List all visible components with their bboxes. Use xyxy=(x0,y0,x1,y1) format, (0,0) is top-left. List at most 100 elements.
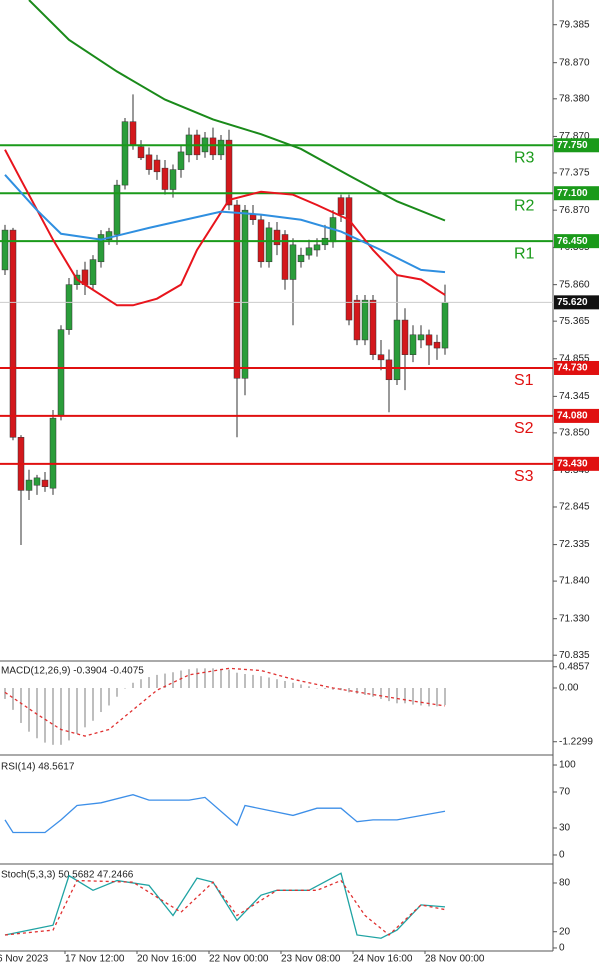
candle-body xyxy=(337,197,345,215)
y-tick-label: 72.335 xyxy=(559,539,590,550)
histogram-bar xyxy=(124,687,126,689)
candle-body xyxy=(169,169,177,190)
histogram-bar xyxy=(4,687,6,699)
histogram-bar xyxy=(292,682,294,688)
histogram-bar xyxy=(444,687,446,706)
histogram-bar xyxy=(164,673,166,688)
x-tick-label: 28 Nov 00:00 xyxy=(425,954,485,965)
y-tick-label: 72.845 xyxy=(559,502,590,513)
indicator-line xyxy=(4,879,446,936)
histogram-bar xyxy=(116,687,118,697)
candle-body xyxy=(425,334,433,346)
y-tick-label: 0.00 xyxy=(559,683,579,694)
histogram-bar xyxy=(284,681,286,688)
indicator-line xyxy=(28,0,446,222)
histogram-bar xyxy=(20,687,22,723)
level-value: 76.450 xyxy=(557,236,588,247)
y-tick-label: 0 xyxy=(559,943,565,954)
candle-body xyxy=(393,319,401,381)
candle-body xyxy=(177,151,185,170)
candle-body xyxy=(353,299,361,341)
histogram-bar xyxy=(84,687,86,728)
level-label: S3 xyxy=(514,468,534,485)
y-tick-label: 78.870 xyxy=(559,57,590,68)
level-value: 73.430 xyxy=(557,458,588,469)
y-tick-label: 75.860 xyxy=(559,279,590,290)
y-tick-label: 77.375 xyxy=(559,168,590,179)
level-label: R2 xyxy=(514,197,535,214)
x-tick-label: 20 Nov 16:00 xyxy=(137,954,197,965)
panel-title: Stoch(5,3,3) 50.5682 47.2466 xyxy=(1,870,134,881)
level-value-box xyxy=(554,234,599,249)
candle-body xyxy=(345,197,353,321)
panel-title: MACD(12,26,9) -0.3904 -0.4075 xyxy=(1,666,144,677)
candle-body xyxy=(97,234,105,263)
level-value-box xyxy=(554,360,599,375)
candle-body xyxy=(153,159,161,173)
histogram-bar xyxy=(108,687,110,706)
histogram-bar xyxy=(396,687,398,704)
candle-body xyxy=(1,229,9,271)
histogram-bar xyxy=(188,669,190,688)
x-tick-label: 23 Nov 08:00 xyxy=(281,954,341,965)
y-tick-label: 73.850 xyxy=(559,428,590,439)
candle-body xyxy=(297,254,305,263)
y-tick-label: 70.835 xyxy=(559,650,590,661)
histogram-bar xyxy=(100,687,102,713)
x-tick-label: 17 Nov 12:00 xyxy=(65,954,125,965)
y-tick-label: 0.4857 xyxy=(559,661,590,672)
level-value-box xyxy=(554,138,599,153)
y-tick-label: 78.380 xyxy=(559,93,590,104)
histogram-bar xyxy=(412,687,414,705)
histogram-bar xyxy=(156,674,158,688)
histogram-bar xyxy=(316,687,318,689)
candle-body xyxy=(25,479,33,491)
histogram-bar xyxy=(52,687,54,745)
histogram-bar xyxy=(236,672,238,688)
histogram-bar xyxy=(260,676,262,688)
candle-body xyxy=(105,231,113,240)
indicator-line xyxy=(4,794,446,834)
histogram-bar xyxy=(420,687,422,706)
candle-body xyxy=(265,227,273,263)
level-value-box xyxy=(554,408,599,423)
panel-title: RSI(14) 48.5617 xyxy=(1,762,75,773)
histogram-bar xyxy=(28,687,30,732)
candle-body xyxy=(41,479,49,487)
histogram-bar xyxy=(220,668,222,688)
histogram-bar xyxy=(356,687,358,694)
histogram-bar xyxy=(252,674,254,688)
histogram-bar xyxy=(348,687,350,693)
y-tick-label: 71.330 xyxy=(559,613,590,624)
candle-body xyxy=(121,121,129,186)
histogram-bar xyxy=(300,684,302,688)
histogram-bar xyxy=(196,668,198,688)
candle-body xyxy=(377,354,385,361)
candle-body xyxy=(241,209,249,379)
candle-body xyxy=(113,184,121,235)
histogram-bar xyxy=(436,687,438,707)
x-tick-label: 24 Nov 16:00 xyxy=(353,954,413,965)
histogram-bar xyxy=(428,687,430,707)
candle-body xyxy=(89,259,97,285)
x-tick-label: 6 Nov 2023 xyxy=(0,954,49,965)
last-price-box xyxy=(554,295,599,310)
histogram-bar xyxy=(324,687,326,689)
candle-body xyxy=(385,359,393,381)
histogram-bar xyxy=(276,679,278,688)
indicator-line xyxy=(4,174,446,274)
y-tick-label: 70 xyxy=(559,787,571,798)
histogram-bar xyxy=(332,687,334,690)
candle-body xyxy=(217,139,225,156)
candle-body xyxy=(273,229,281,246)
candle-body xyxy=(129,121,137,145)
histogram-bar xyxy=(172,672,174,688)
candle-body xyxy=(369,299,377,355)
histogram-bar xyxy=(340,687,342,691)
histogram-bar xyxy=(140,679,142,688)
candle-body xyxy=(361,299,369,341)
histogram-bar xyxy=(204,668,206,688)
candle-body xyxy=(313,244,321,251)
level-value: 77.100 xyxy=(557,188,588,199)
